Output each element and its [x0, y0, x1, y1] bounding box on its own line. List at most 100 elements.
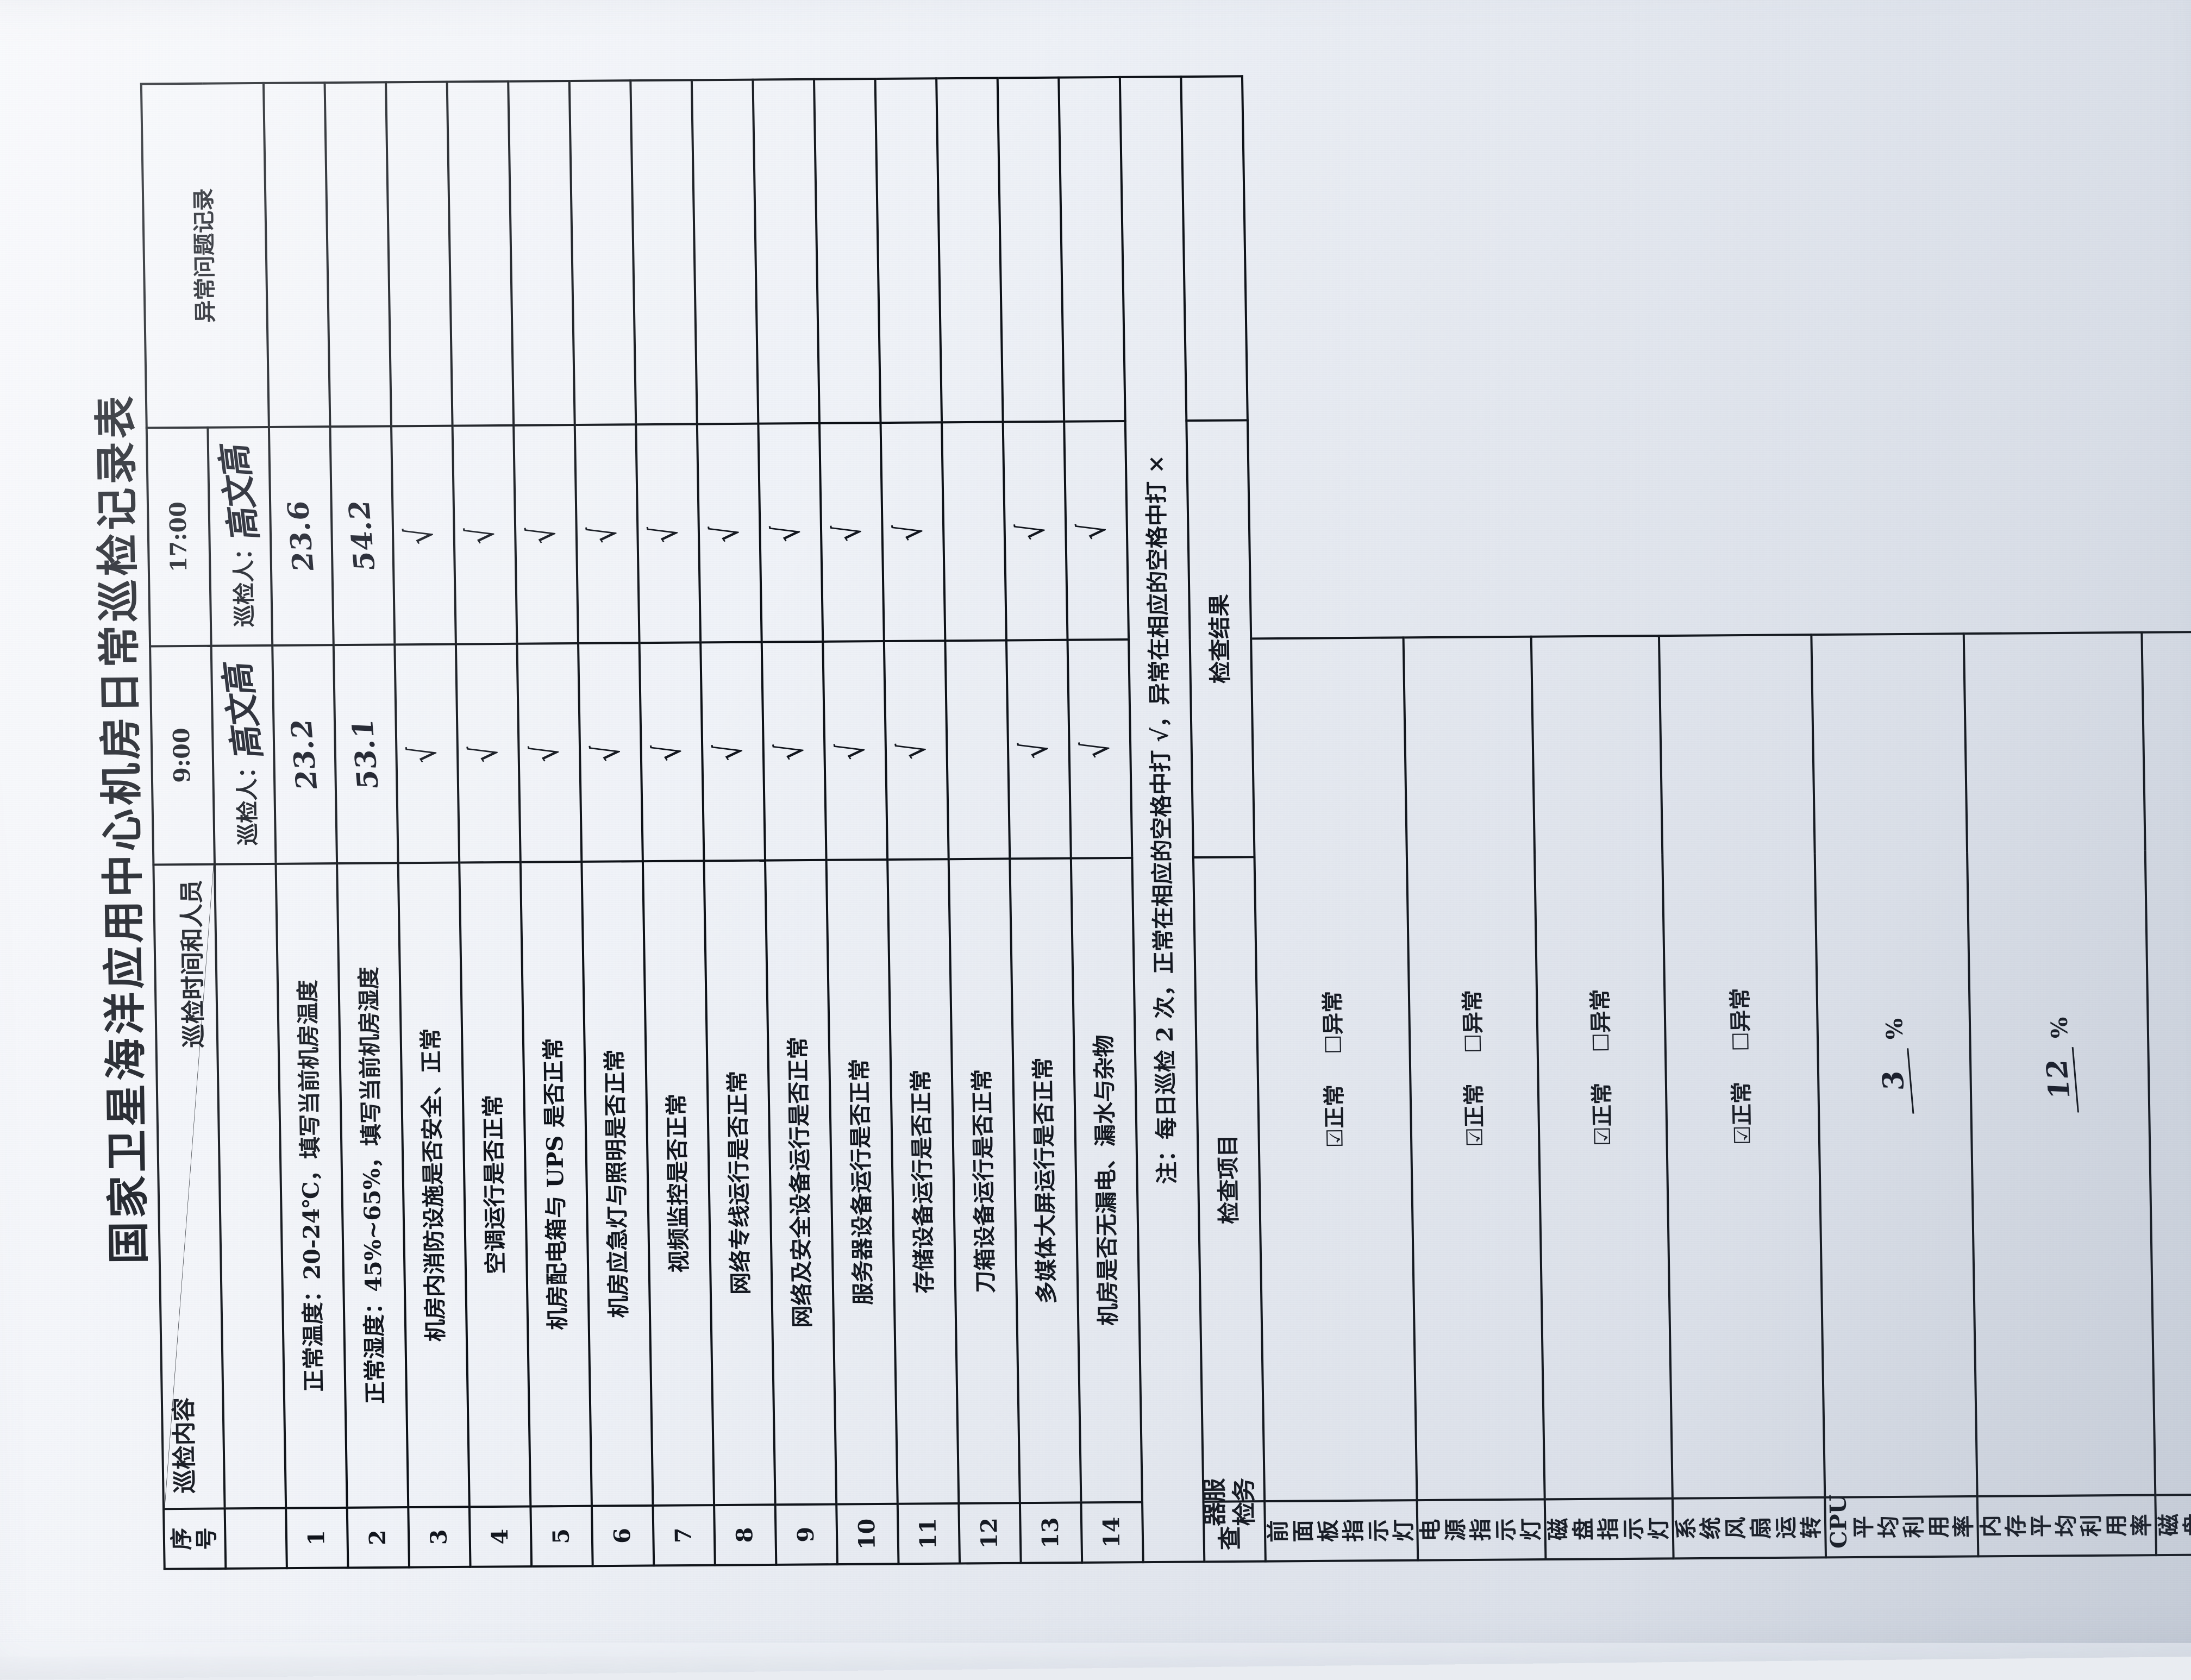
row-item: 机房应急灯与照明是否正常 — [581, 861, 653, 1506]
row-seq-text: 12 — [975, 1518, 1003, 1549]
row-abnormal[interactable] — [324, 82, 392, 427]
row-value-am-text: √ — [1012, 737, 1057, 762]
row-value-pm[interactable]: 23.6 — [268, 427, 334, 645]
row-seq-text: 14 — [1098, 1516, 1125, 1549]
row-abnormal[interactable] — [997, 77, 1065, 422]
row-abnormal[interactable] — [875, 78, 942, 423]
person-cell-pm[interactable]: 巡检人：高文高 — [208, 427, 273, 646]
person-label-am: 巡检人： — [233, 756, 261, 846]
row-value-pm[interactable]: √ — [880, 422, 946, 642]
row-abnormal[interactable] — [1059, 77, 1125, 422]
row-abnormal[interactable] — [569, 80, 636, 425]
seq-spacer — [224, 1508, 287, 1569]
row-item: 网络专线运行是否正常 — [704, 860, 775, 1506]
row-value-am[interactable]: √ — [700, 642, 766, 861]
row-abnormal[interactable] — [814, 79, 881, 423]
checkbox-normal[interactable]: ☑正常 — [1321, 1054, 1348, 1148]
row-value-am[interactable] — [945, 640, 1010, 860]
person-label-pm: 巡检人： — [230, 537, 258, 628]
server-item-result[interactable]: ☑正常 ☐异常 — [1531, 636, 1673, 1500]
checkbox-normal[interactable]: ☑正常 — [1729, 1051, 1756, 1145]
row-seq-text: 5 — [548, 1528, 574, 1544]
server-item-result[interactable]: 3 % — [1811, 634, 1978, 1497]
row-value-pm-text: √ — [1009, 518, 1054, 544]
row-abnormal[interactable] — [386, 82, 453, 427]
row-abnormal[interactable] — [630, 80, 697, 425]
row-value-am-text: 23.2 — [284, 718, 324, 791]
person-cell-am[interactable]: 巡检人：高文高 — [211, 645, 276, 864]
person-signature-pm: 高文高 — [212, 443, 266, 541]
row-value-pm[interactable]: √ — [819, 423, 884, 642]
row-value-am[interactable]: √ — [1067, 639, 1132, 858]
row-value-pm-text: 54.2 — [342, 499, 382, 572]
row-abnormal[interactable] — [263, 83, 330, 427]
row-value-am[interactable]: √ — [395, 644, 460, 863]
row-seq: 5 — [530, 1506, 593, 1567]
row-value-pm[interactable]: √ — [636, 424, 701, 643]
server-item-name: 系统风扇运转 — [1672, 1497, 1826, 1559]
row-value-pm-text: √ — [1071, 518, 1116, 543]
row-seq-text: 3 — [425, 1529, 452, 1545]
server-item-result[interactable]: ☑正常 ☐异常 — [1658, 635, 1825, 1499]
server-item-result[interactable]: 12 % — [1964, 632, 2156, 1496]
row-value-pm[interactable]: √ — [697, 423, 762, 643]
server-abnormal-spacer — [1181, 76, 1248, 421]
row-seq: 2 — [347, 1507, 410, 1568]
row-item-text: 机房应急灯与照明是否正常 — [601, 1049, 632, 1318]
row-seq-text: 7 — [670, 1527, 697, 1544]
item-spacer — [214, 863, 286, 1509]
person-signature-am: 高文高 — [216, 661, 269, 759]
row-abnormal[interactable] — [691, 79, 759, 424]
checkbox-normal[interactable]: ☑正常 — [1589, 1052, 1616, 1146]
checkbox-abnormal[interactable]: ☐异常 — [1727, 988, 1755, 1052]
server-item-result[interactable]: ☑正常 ☐异常 — [1251, 637, 1417, 1502]
row-value-pm[interactable]: √ — [514, 425, 579, 644]
row-value-am[interactable]: √ — [823, 641, 888, 860]
row-abnormal[interactable] — [936, 78, 1003, 423]
row-value-am-text: √ — [401, 741, 446, 767]
row-value-pm[interactable] — [942, 422, 1006, 641]
row-value-pm-text: √ — [459, 522, 504, 548]
row-value-am[interactable]: √ — [517, 643, 582, 862]
row-value-am[interactable]: √ — [884, 641, 949, 860]
row-value-am[interactable]: 53.1 — [333, 644, 398, 864]
header-seq-cell: 序号 — [164, 1508, 226, 1569]
server-item-value[interactable]: 12 — [2040, 1045, 2080, 1113]
row-item-text: 空调运行是否正常 — [480, 1095, 509, 1274]
row-abnormal[interactable] — [508, 80, 575, 425]
row-item-text: 机房配电箱与 UPS 是否正常 — [540, 1038, 571, 1331]
row-value-pm[interactable]: 54.2 — [330, 426, 395, 645]
server-item-result[interactable]: ☑正常 ☐异常 — [1404, 636, 1545, 1501]
checkbox-normal[interactable]: ☑正常 — [1461, 1053, 1488, 1147]
row-value-pm[interactable]: √ — [1003, 421, 1068, 641]
server-item-name: 磁盘指示灯 — [1544, 1498, 1674, 1559]
row-value-pm[interactable]: √ — [574, 424, 640, 643]
row-value-am[interactable]: √ — [761, 641, 827, 861]
row-abnormal[interactable] — [753, 79, 819, 424]
row-value-pm[interactable]: √ — [452, 425, 517, 644]
table-body: 1 正常温度：20-24℃，填写当前机房温度 23.2 23.6 2 正常湿度：45%~6… — [263, 77, 1143, 1569]
checkbox-abnormal[interactable]: ☐异常 — [1460, 989, 1487, 1054]
table-header-row: 序号 巡检时间和人员 巡检内容 9:00 17:00 — [141, 83, 269, 1569]
server-row: 前面板指示灯 ☑正常 ☐异常 — [1242, 75, 1418, 1562]
row-value-am[interactable]: √ — [455, 643, 521, 863]
row-value-pm[interactable]: √ — [758, 423, 823, 642]
row-value-am[interactable]: 23.2 — [272, 645, 337, 864]
row-value-am-text: √ — [829, 738, 874, 763]
row-seq: 9 — [775, 1504, 837, 1565]
row-value-am[interactable]: √ — [639, 642, 704, 862]
row-value-pm[interactable]: √ — [1064, 421, 1129, 640]
row-item-text: 刀箱设备运行是否正常 — [968, 1069, 999, 1293]
server-item-name: 电源指示灯 — [1417, 1499, 1546, 1560]
row-value-pm-text: √ — [520, 522, 565, 547]
row-value-pm[interactable]: √ — [391, 425, 456, 645]
row-item: 正常湿度：45%~65%，填写当前机房湿度 — [337, 863, 409, 1508]
row-item-text: 多媒体大屏运行是否正常 — [1030, 1057, 1060, 1304]
server-item-value[interactable]: 3 — [1875, 1046, 1914, 1114]
row-abnormal[interactable] — [447, 81, 514, 426]
checkbox-abnormal[interactable]: ☐异常 — [1320, 991, 1347, 1055]
row-value-am[interactable]: √ — [1006, 640, 1071, 859]
checkbox-abnormal[interactable]: ☐异常 — [1588, 989, 1614, 1052]
row-value-am[interactable]: √ — [578, 643, 643, 862]
